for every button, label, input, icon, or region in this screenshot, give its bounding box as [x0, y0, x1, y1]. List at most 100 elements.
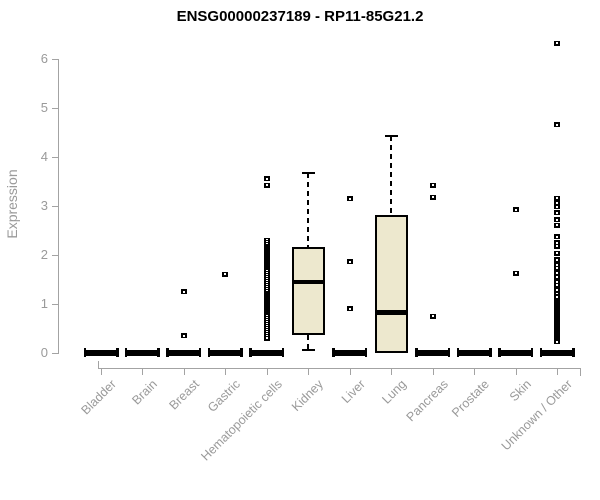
median-line-kidney [291, 279, 325, 285]
outlier-point [554, 200, 561, 206]
y-tick-label: 6 [40, 51, 48, 67]
outlier-point [554, 222, 561, 228]
x-tick [391, 368, 393, 375]
outlier-point [554, 257, 561, 263]
x-tick-label: Brain [129, 377, 161, 408]
outlier-point [554, 270, 561, 276]
zero-box-cap [572, 348, 575, 358]
outlier-point [263, 176, 270, 182]
outlier-point [554, 291, 561, 297]
x-tick [266, 368, 268, 375]
outlier-point [554, 122, 561, 128]
outlier-point [554, 217, 561, 223]
zero-box-skin [499, 349, 533, 356]
lower-whisker-cap [301, 349, 315, 352]
zero-box-cap [456, 348, 460, 358]
x-tick [432, 368, 434, 375]
outlier-point [554, 262, 561, 268]
x-tick-label: Breast [166, 377, 202, 413]
outlier-point [554, 250, 561, 256]
x-tick-label: Lung [379, 377, 410, 407]
lower-whisker-kidney [307, 334, 310, 351]
y-tick-label: 3 [40, 197, 48, 213]
zero-box-cap [364, 348, 368, 358]
zero-box-cap [539, 348, 543, 358]
y-tick-label: 4 [40, 148, 48, 164]
upper-whisker-kidney [307, 172, 310, 247]
zero-box-gastric [208, 349, 242, 356]
outlier-point [429, 194, 436, 200]
x-tick-label: Skin [506, 377, 534, 405]
zero-box-liver [333, 349, 367, 356]
x-tick [101, 368, 102, 375]
outlier-point [346, 196, 353, 202]
outlier-point [554, 240, 561, 246]
zero-box-cap [240, 348, 243, 358]
median-line-lung [374, 310, 408, 315]
zero-box-prostate [457, 349, 491, 356]
x-tick [225, 368, 227, 375]
outlier-point [554, 234, 561, 240]
outlier-point [263, 182, 270, 188]
x-axis-endcap-left [98, 361, 99, 369]
outlier-point [554, 279, 561, 285]
y-tick [52, 254, 59, 256]
zero-box-cap [157, 348, 160, 358]
y-tick [52, 156, 59, 158]
zero-box-cap [116, 348, 119, 358]
outlier-point [554, 294, 561, 300]
zero-box-bladder [84, 349, 118, 356]
outlier-point [429, 182, 436, 188]
zero-box-cap [166, 348, 169, 358]
zero-box-cap [447, 348, 451, 358]
outlier-point [554, 265, 561, 271]
zero-box-cap [207, 348, 211, 358]
box-kidney [291, 246, 325, 335]
x-axis-endcap-right [580, 368, 581, 376]
zero-box-unknown-other [540, 349, 574, 356]
zero-box-cap [498, 348, 501, 358]
x-tick-label: Kidney [289, 377, 327, 414]
x-tick [557, 368, 559, 375]
zero-box-cap [198, 348, 202, 358]
zero-box-cap [415, 348, 418, 358]
upper-whisker-lung [390, 135, 393, 215]
zero-box-cap [281, 348, 285, 358]
x-tick-label: Gastric [205, 377, 244, 415]
x-tick-label: Pancreas [403, 377, 451, 425]
zero-box-brain [125, 349, 159, 356]
y-tick-label: 5 [40, 100, 48, 116]
x-tick [474, 368, 476, 375]
x-tick-label: Bladder [78, 377, 119, 418]
zero-box-cap [83, 348, 86, 358]
zero-box-cap [124, 348, 128, 358]
outlier-point [554, 282, 561, 288]
outlier-point [554, 339, 561, 345]
outlier-point [554, 274, 561, 280]
upper-whisker-cap [301, 171, 315, 174]
outlier-point [554, 195, 561, 201]
outlier-point [263, 335, 270, 341]
y-tick-label: 0 [40, 344, 48, 360]
x-tick [308, 368, 310, 375]
y-tick [52, 352, 59, 354]
y-tick [52, 59, 59, 61]
outlier-point [554, 210, 561, 216]
outlier-point [346, 259, 353, 265]
outlier-point [180, 333, 187, 339]
x-tick-label: Liver [338, 377, 368, 407]
zero-box-cap [489, 348, 492, 358]
zero-box-cap [249, 348, 252, 358]
zero-box-breast [167, 349, 201, 356]
upper-whisker-cap [384, 134, 398, 137]
outlier-point [346, 306, 353, 312]
outlier-point [512, 270, 519, 276]
x-tick [515, 368, 517, 375]
outlier-point [222, 271, 229, 277]
y-tick-label: 2 [40, 246, 48, 262]
x-axis-line [98, 368, 581, 369]
x-tick [142, 368, 144, 375]
zero-box-cap [530, 348, 534, 358]
